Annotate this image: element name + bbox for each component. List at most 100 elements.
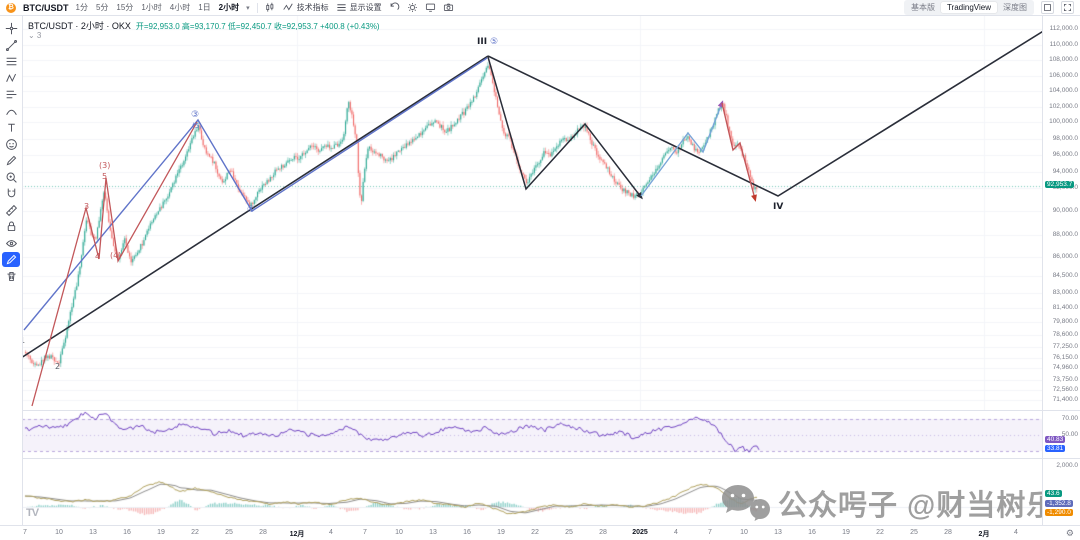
time-tick: 22 (191, 529, 199, 536)
tool-edit-icon[interactable] (2, 252, 20, 267)
timeframe-5分[interactable]: 5分 (95, 3, 109, 12)
tool-text-icon[interactable] (2, 120, 20, 135)
time-tick: 7 (363, 529, 367, 536)
tab-基本版[interactable]: 基本版 (910, 3, 935, 12)
tool-waves-icon[interactable] (2, 87, 20, 102)
time-tick: 13 (429, 529, 437, 536)
indicator-zigzag-icon (282, 2, 294, 13)
legend-title: BTC/USDT · 2小时 · OKX (28, 21, 131, 31)
tool-emoji-icon[interactable] (2, 137, 20, 152)
tradingview-logo: TV (26, 507, 39, 519)
time-tick: 13 (774, 529, 782, 536)
tool-pattern-icon[interactable] (2, 71, 20, 86)
drawing-toolbar (0, 16, 23, 539)
pane-separator-1[interactable] (0, 410, 1080, 411)
macd-axis-label: 2,000.0 (1056, 462, 1078, 469)
time-tick: 7 (708, 529, 712, 536)
tool-measure-icon[interactable] (2, 203, 20, 218)
time-tick: 25 (225, 529, 233, 536)
btc-coin-icon: ₿ (6, 2, 16, 13)
macd-indicator-pane[interactable] (22, 459, 1042, 525)
tool-lock-icon[interactable] (2, 219, 20, 234)
toolbar-divider (256, 2, 258, 13)
legend-ohlc-values: 开=92,953.0 高=93,170.7 低=92,450.7 收=92,95… (135, 22, 380, 31)
tool-fib-icon[interactable] (2, 54, 20, 69)
axis-value-badge: 92,953.7 (1045, 181, 1075, 188)
axis-value-badge: -1,290.0 (1045, 509, 1073, 516)
rsi-axis-label: 70.00 (1061, 415, 1078, 422)
axis-value-badge: 40.83 (1045, 436, 1066, 443)
tool-magnet-icon[interactable] (2, 186, 20, 201)
price-tick: 106,000.0 (1049, 72, 1078, 79)
settings-gear-icon[interactable] (407, 2, 418, 13)
indicators-button[interactable]: 技术指标 (282, 2, 329, 13)
price-tick: 86,000.0 (1052, 253, 1078, 260)
expand-icon[interactable] (1061, 1, 1074, 14)
tool-crosshair-icon[interactable] (2, 21, 20, 36)
time-tick: 12月 (289, 531, 305, 538)
price-tick: 108,000.0 (1049, 56, 1078, 63)
wechat-icon (722, 485, 770, 521)
tool-trash-icon[interactable] (2, 269, 20, 284)
candlestick-chart-pane[interactable] (22, 16, 1042, 410)
time-tick: 28 (599, 529, 607, 536)
time-tick: 28 (259, 529, 267, 536)
time-tick: 4 (329, 529, 333, 536)
fullscreen-monitor-icon[interactable] (425, 2, 436, 13)
watermark-text: 公众呺子 @财当树乐 (778, 490, 1057, 522)
pane-separator-2[interactable] (0, 458, 1080, 459)
legend-collapse-toggle[interactable]: ⌄ 3 (28, 31, 42, 40)
timeframe-15分[interactable]: 15分 (116, 3, 134, 12)
time-tick: 22 (531, 529, 539, 536)
timescale-gear-icon[interactable]: ⚙ (1065, 528, 1074, 538)
axis-value-badge: 43.6 (1045, 490, 1062, 497)
timeframe-4小时[interactable]: 4小时 (169, 3, 191, 12)
popout-window-icon[interactable] (1041, 1, 1054, 14)
price-tick: 98,000.0 (1052, 135, 1078, 142)
time-scale[interactable]: ⚙ 7 10 13 16 19 22 25 28 12月 4 7 10 13 16 19 22 25 28 2025… (0, 525, 1080, 540)
tool-eye-icon[interactable] (2, 236, 20, 251)
tool-pencil-icon[interactable] (2, 153, 20, 168)
price-tick: 100,000.0 (1049, 118, 1078, 125)
time-tick: 2月 (978, 531, 990, 538)
symbol-title: BTC/USDT (23, 2, 69, 13)
time-tick: 25 (565, 529, 573, 536)
display-settings-button[interactable]: 显示设置 (336, 2, 382, 13)
display-settings-label: 显示设置 (349, 3, 382, 12)
timeframe-1分[interactable]: 1分 (75, 3, 88, 12)
price-tick: 88,000.0 (1052, 231, 1078, 238)
time-tick: 22 (876, 529, 884, 536)
price-tick: 71,400.0 (1052, 396, 1078, 403)
tab-深度图[interactable]: 深度图 (1003, 3, 1027, 12)
timeframe-2小时[interactable]: 2小时 (218, 3, 240, 12)
time-tick: 19 (497, 529, 505, 536)
timeframe-caret-icon[interactable]: ▾ (246, 4, 250, 12)
screenshot-camera-icon[interactable] (443, 2, 454, 13)
tab-TradingView[interactable]: TradingView (940, 2, 997, 13)
price-tick: 104,000.0 (1049, 87, 1078, 94)
candlestick-style-icon[interactable] (265, 2, 276, 13)
time-tick: 16 (808, 529, 816, 536)
timeframe-1小时[interactable]: 1小时 (141, 3, 162, 12)
undo-icon[interactable] (389, 2, 400, 13)
price-tick: 83,000.0 (1052, 289, 1078, 296)
price-scale[interactable]: 112,000.0 110,000.0 108,000.0 106,000.0 104,… (1042, 16, 1080, 525)
price-tick: 94,000.0 (1052, 168, 1078, 175)
chart-version-tabs: 基本版 TradingView 深度图 (903, 0, 1034, 15)
time-tick: 10 (55, 529, 63, 536)
tool-trendline-icon[interactable] (2, 38, 20, 53)
timeframe-1日[interactable]: 1日 (198, 3, 211, 12)
top-toolbar: ₿ BTC/USDT 1分 5分 15分 1小时 4小时 1日 2小时 ▾ 技术指标 显示设… (0, 0, 1080, 16)
price-tick: 74,960.0 (1052, 364, 1078, 371)
time-tick: 2025 (632, 529, 648, 536)
price-tick: 72,560.0 (1052, 386, 1078, 393)
list-icon (336, 2, 347, 13)
time-tick: 19 (842, 529, 850, 536)
chart-legend[interactable]: BTC/USDT · 2小时 · OKX 开=92,953.0 高=93,170… (28, 19, 380, 32)
tool-curve-icon[interactable] (2, 104, 20, 119)
time-tick: 10 (395, 529, 403, 536)
tool-zoomin-icon[interactable] (2, 170, 20, 185)
time-tick: 16 (123, 529, 131, 536)
time-tick: 10 (740, 529, 748, 536)
rsi-indicator-pane[interactable] (22, 411, 1042, 457)
